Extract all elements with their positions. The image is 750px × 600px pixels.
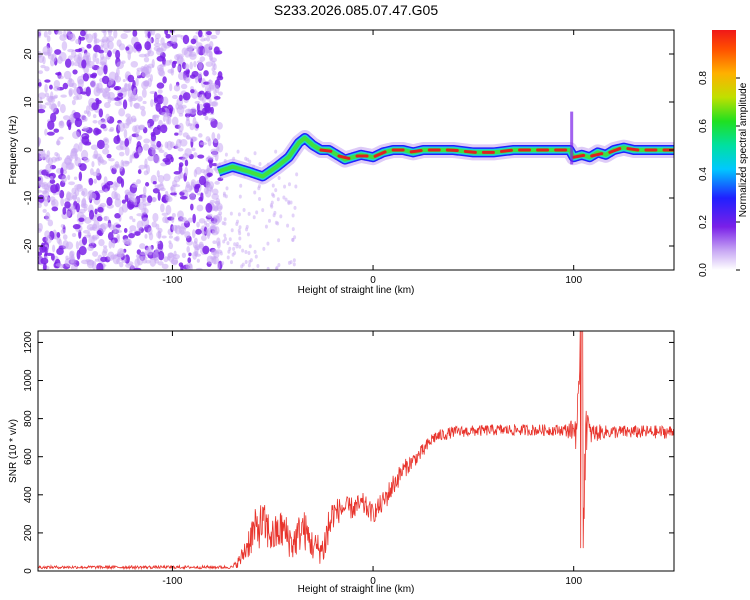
ridge-peak-segment — [590, 152, 604, 158]
colorbar-label: Normalized spectral amplitude — [738, 82, 749, 217]
colorbar-ticks: 0.0 0.2 0.4 0.6 0.8 — [698, 71, 740, 277]
snr-x-axis-label: Height of straight line (km) — [298, 584, 415, 595]
snr-series-line — [38, 331, 674, 571]
ridge-peak-segment — [626, 147, 640, 152]
snr-y-axis-label: SNR (10 * v/v) — [8, 419, 19, 483]
y-tick-label: 0 — [23, 147, 34, 153]
snr-panel: -100 0 100 0 200 400 600 800 1000 1200 Height of… — [8, 330, 675, 595]
ridge-peak-segment — [572, 153, 586, 159]
x-tick-label: 100 — [565, 275, 582, 286]
y-tick-label: 200 — [23, 524, 34, 541]
x-tick-label: -100 — [162, 275, 182, 286]
y-tick-label: 1000 — [23, 369, 34, 392]
snr-frame — [37, 330, 675, 572]
ridge-peak-segment — [608, 147, 622, 154]
spectrogram-y-ticks: 20 10 0 -10 -20 — [23, 48, 674, 253]
ridge-peak-segment — [409, 148, 423, 154]
ridge-peak-segment — [373, 150, 387, 158]
colorbar-tick-label: 0.8 — [698, 71, 709, 85]
snr-x-ticks: -100 0 100 — [162, 331, 582, 587]
y-tick-label: 600 — [23, 448, 34, 465]
x-tick-label: -100 — [162, 576, 182, 587]
x-tick-label: 0 — [370, 275, 376, 286]
y-tick-label: 10 — [23, 96, 34, 108]
ridge-peak-segment — [337, 154, 351, 160]
colorbar-tick-label: 0.6 — [698, 119, 709, 133]
colorbar-tick-label: 0.0 — [698, 263, 709, 277]
spectrogram-x-ticks: -100 0 100 — [162, 30, 582, 286]
snr-y-ticks: 0 200 400 600 800 1000 1200 — [23, 331, 674, 574]
y-tick-label: 0 — [23, 568, 34, 574]
colorbar-tick-label: 0.2 — [698, 215, 709, 229]
ridge-peak-segment — [319, 148, 333, 153]
colorbar: 0.0 0.2 0.4 0.6 0.8 Normalized spectral ampl… — [698, 30, 749, 277]
figure-title: S233.2026.085.07.47.G05 — [274, 2, 438, 18]
y-tick-label: 1200 — [23, 331, 34, 354]
y-tick-label: 400 — [23, 486, 34, 503]
y-tick-label: -20 — [23, 238, 34, 253]
spectrogram-y-axis-label: Frequency (Hz) — [8, 116, 19, 185]
spectrogram-noise-region — [38, 30, 299, 270]
x-tick-label: 100 — [565, 576, 582, 587]
y-tick-label: 800 — [23, 410, 34, 427]
x-tick-label: 0 — [370, 576, 376, 587]
colorbar-tick-label: 0.4 — [698, 167, 709, 181]
spectrogram-x-axis-label: Height of straight line (km) — [298, 285, 415, 296]
y-tick-label: 20 — [23, 48, 34, 60]
colorbar-gradient — [712, 30, 736, 270]
ridge-peak-segment — [499, 148, 513, 153]
ridge-peak-segment — [463, 149, 477, 154]
spectrogram-ridge — [211, 111, 674, 185]
y-tick-label: -10 — [23, 190, 34, 205]
